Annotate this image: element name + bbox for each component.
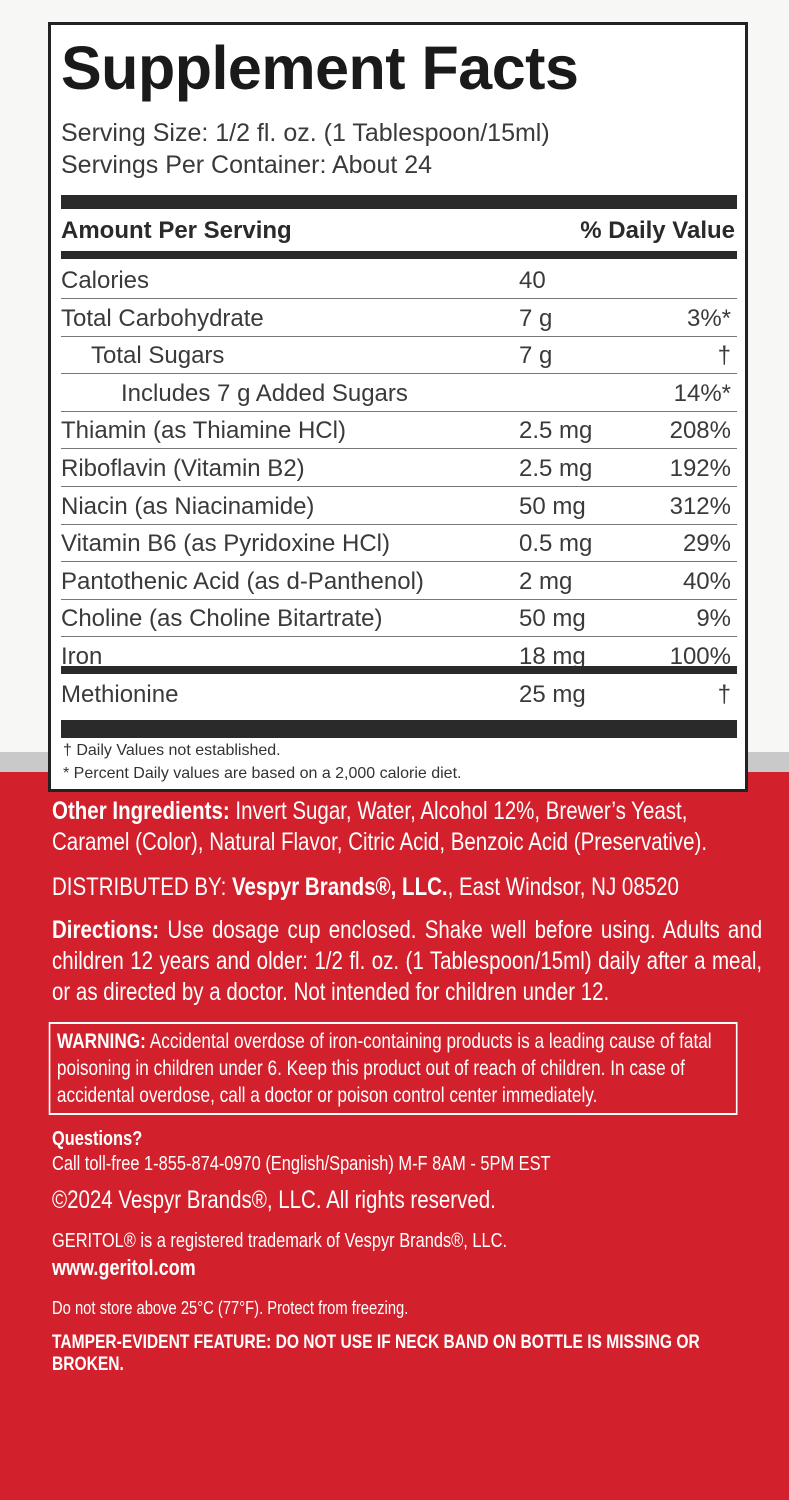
text: Accidental overdose of iron-containing p… [56,1030,712,1107]
row-name: Pantothenic Acid (as d-Panthenol) [61,567,424,595]
row-name: Niacin (as Niacinamide) [61,492,315,520]
row-name: Thiamin (as Thiamine HCl) [61,417,346,445]
row-dv: † [717,681,731,708]
name: Vespyr Brands®, LLC. [231,873,448,901]
row-name: Includes 7 g Added Sugars [121,379,408,407]
questions-label: Questions? [52,1128,143,1150]
website: www.geritol.com [52,1255,196,1280]
row-dv: 29% [682,530,731,558]
row-dv: 40% [682,567,731,595]
thick-bar [61,195,737,209]
distributor: DISTRIBUTED BY: Vespyr Brands®, LLC., Ea… [52,872,762,903]
facts-row: Methionine 25 mg † [61,675,737,712]
tamper-statement: TAMPER-EVIDENT FEATURE: DO NOT USE IF NE… [52,1332,700,1375]
row-amount: 25 mg [519,681,586,708]
header-amount: Amount Per Serving [61,217,292,244]
address: , East Windsor, NJ 08520 [447,873,679,901]
row-name: Iron [61,643,103,670]
facts-title: Supplement Facts [61,34,579,102]
trademark: GERITOL® is a registered trademark of Ve… [52,1230,508,1252]
facts-row: Total Carbohydrate 7 g 3%* [61,299,737,337]
facts-row: Includes 7 g Added Sugars 14%* [61,374,737,412]
row-dv: † [717,342,731,370]
row-amount: 50 mg [519,605,586,633]
facts-row: Niacin (as Niacinamide) 50 mg 312% [61,487,737,525]
row-amount: 40 [519,267,546,294]
row-amount: 2.5 mg [519,417,593,445]
directions: Directions: Use dosage cup enclosed. Sha… [52,915,762,1008]
copyright: ©2024 Vespyr Brands®, LLC. All rights re… [52,1186,496,1214]
header-dv: % Daily Value [580,217,735,244]
row-name: Methionine [61,681,179,708]
facts-row: Pantothenic Acid (as d-Panthenol) 2 mg 40% [61,562,737,600]
row-amount: 7 g [519,342,553,370]
row-dv: 9% [696,605,731,633]
facts-row: Calories 40 [61,261,737,299]
row-amount: 7 g [519,304,553,332]
thick-bar [61,720,737,738]
row-name: Total Carbohydrate [61,304,264,332]
label: WARNING: [56,1030,146,1053]
row-name: Choline (as Choline Bitartrate) [61,605,383,633]
row-name: Total Sugars [91,342,225,370]
row-name: Vitamin B6 (as Pyridoxine HCl) [61,530,391,558]
supplement-facts: Supplement Facts Serving Size: 1/2 fl. o… [48,22,748,792]
row-name: Calories [61,267,150,294]
serving-size: Serving Size: 1/2 fl. oz. (1 Tablespoon/… [61,119,550,147]
storage: Do not store above 25°C (77°F). Protect … [52,1298,409,1318]
text: Invert Sugar, Water, Alcohol 12%, Brewer… [52,797,708,856]
row-dv: 3%* [686,304,731,332]
row-amount: 18 mg [519,643,586,670]
facts-row: Choline (as Choline Bitartrate) 50 mg 9% [61,599,737,638]
servings-per-container: Servings Per Container: About 24 [61,151,433,179]
questions-text: Call toll-free 1-855-874-0970 (English/S… [52,1153,551,1175]
footnote: † Daily Values not established. [63,742,281,759]
label: DISTRIBUTED BY: [52,873,227,901]
row-amount: 0.5 mg [519,530,593,558]
row-dv: 312% [669,492,731,520]
facts-row: Riboflavin (Vitamin B2) 2.5 mg 192% [61,449,737,487]
row-name: Riboflavin (Vitamin B2) [61,455,305,482]
footnote: * Percent Daily values are based on a 2,… [63,765,462,782]
facts-row: Total Sugars 7 g † [61,336,737,375]
row-amount: 2.5 mg [519,455,593,482]
other-ingredients: Other Ingredients: Invert Sugar, Water, … [52,796,762,858]
row-dv: 100% [669,643,731,670]
warning-box: WARNING: Accidental overdose of iron-con… [48,1022,738,1115]
row-dv: 192% [669,455,731,482]
row-dv: 208% [669,417,731,445]
text: Use dosage cup enclosed. Shake well befo… [52,916,763,1006]
label-text: Other Ingredients: Invert Sugar, Water, … [48,796,762,1376]
facts-row: Vitamin B6 (as Pyridoxine HCl) 0.5 mg 29% [61,524,737,563]
thick-bar [61,666,737,674]
facts-row: Thiamin (as Thiamine HCl) 2.5 mg 208% [61,411,737,450]
row-amount: 50 mg [519,492,586,520]
medium-bar [61,251,737,259]
label: Directions: [52,916,160,944]
row-dv: 14%* [673,379,731,407]
facts-row: Iron 18 mg 100% [61,637,737,674]
label: Other Ingredients: [52,797,230,825]
row-amount: 2 mg [519,567,573,595]
